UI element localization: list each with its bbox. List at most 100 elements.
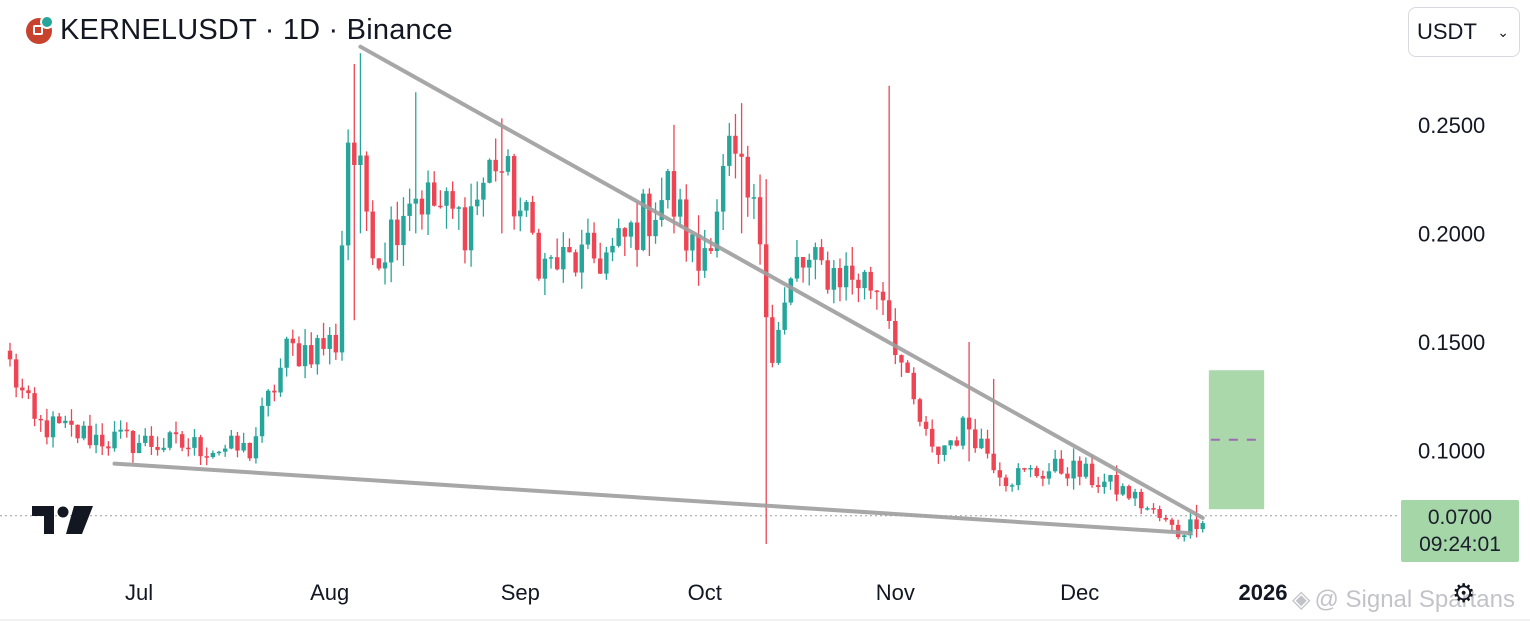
candle-body xyxy=(321,338,326,349)
gear-icon[interactable]: ⚙ xyxy=(1452,578,1476,608)
candle-body xyxy=(800,257,806,268)
candle-body xyxy=(425,182,431,215)
candle-body xyxy=(161,447,166,450)
candle-body xyxy=(1169,519,1175,525)
candle-body xyxy=(1182,535,1187,538)
candle-body xyxy=(93,434,99,446)
candle-body xyxy=(886,300,892,322)
candle-body xyxy=(130,430,136,454)
candle-body xyxy=(124,429,130,432)
tradingview-logo[interactable] xyxy=(32,505,94,535)
candle-body xyxy=(118,429,123,432)
candle-body xyxy=(850,265,855,280)
candle-body xyxy=(997,470,1003,478)
candle-body xyxy=(868,271,873,291)
candle-body xyxy=(727,135,732,166)
candle-bodies-layer xyxy=(7,135,1205,538)
y-tick-label: 0.1500 xyxy=(1418,330,1485,355)
candle-body xyxy=(50,416,56,438)
candle-body xyxy=(1132,491,1138,499)
watermark: ◈ @ Signal Spartans xyxy=(1292,585,1515,614)
candle-body xyxy=(536,232,541,279)
candle-body xyxy=(222,448,228,452)
x-tick-label: Aug xyxy=(310,580,349,605)
candle-body xyxy=(376,258,382,269)
candle-body xyxy=(567,247,572,253)
candle-body xyxy=(210,452,216,458)
trendline-resistance xyxy=(358,44,1205,520)
y-tick-label: 0.1000 xyxy=(1418,439,1485,464)
candle-body xyxy=(782,302,787,330)
x-tick-label: Nov xyxy=(876,580,915,605)
candle-body xyxy=(763,244,769,318)
candle-body xyxy=(622,228,628,237)
candle-body xyxy=(948,440,953,446)
candle-body xyxy=(259,405,265,437)
candle-body xyxy=(770,317,775,363)
candle-body xyxy=(991,453,996,471)
candle-body xyxy=(653,219,658,237)
chart-header: KERNELUSDT · 1D · Binance xyxy=(26,14,453,47)
candle-body xyxy=(1108,474,1113,482)
candle-body xyxy=(20,387,25,391)
candle-body xyxy=(26,390,31,394)
candle-body xyxy=(597,258,603,274)
candle-body xyxy=(388,219,394,263)
candle-body xyxy=(554,257,560,270)
target-zone-layer xyxy=(0,370,1398,517)
candle-body xyxy=(290,338,296,344)
candle-body xyxy=(917,399,923,422)
candle-body xyxy=(241,442,246,451)
candle-body xyxy=(684,199,689,251)
x-tick-label: Oct xyxy=(688,580,722,605)
candle-body xyxy=(542,258,548,279)
candle-body xyxy=(856,279,861,289)
candle-body xyxy=(339,245,345,353)
candle-body xyxy=(647,193,652,237)
candle-body xyxy=(1114,474,1119,495)
candle-body xyxy=(585,232,591,245)
currency-select[interactable]: USDT ⌄ xyxy=(1408,7,1520,57)
candle-body xyxy=(407,203,412,216)
candle-body xyxy=(370,211,375,259)
candle-body xyxy=(696,234,701,271)
candle-body xyxy=(561,247,566,270)
candle-body xyxy=(253,436,259,459)
candle-body xyxy=(979,438,984,449)
trendline-support xyxy=(112,461,1193,536)
candle-body xyxy=(1151,508,1156,510)
x-tick-label: Jul xyxy=(125,580,153,605)
candle-body xyxy=(382,262,388,269)
candle-body xyxy=(284,338,289,368)
candle-body xyxy=(862,271,867,289)
candle-body xyxy=(364,155,369,212)
candle-body xyxy=(235,435,240,451)
candle-body xyxy=(628,222,634,237)
candle-body xyxy=(216,451,222,454)
candle-body xyxy=(413,198,418,204)
candle-body xyxy=(1163,517,1169,520)
candle-body xyxy=(419,198,425,215)
candle-body xyxy=(604,252,609,274)
candle-body xyxy=(1016,468,1021,486)
watermark-text: @ Signal Spartans xyxy=(1314,585,1515,613)
candle-body xyxy=(954,440,959,446)
candle-body xyxy=(677,199,683,217)
candle-body xyxy=(893,321,898,356)
candle-body xyxy=(143,435,148,443)
candle-body xyxy=(880,291,886,301)
candle-body xyxy=(155,446,160,450)
candle-body xyxy=(487,159,492,183)
candle-body xyxy=(1139,491,1144,509)
symbol-title: KERNELUSDT · 1D · Binance xyxy=(60,14,453,46)
candle-body xyxy=(173,432,179,435)
candle-body xyxy=(714,211,720,251)
candle-body xyxy=(450,191,455,209)
candle-body xyxy=(333,334,339,353)
candle-body xyxy=(757,197,763,245)
candle-body xyxy=(837,267,843,288)
candle-body xyxy=(1157,508,1162,518)
candle-body xyxy=(87,425,93,446)
candle-body xyxy=(75,424,80,439)
